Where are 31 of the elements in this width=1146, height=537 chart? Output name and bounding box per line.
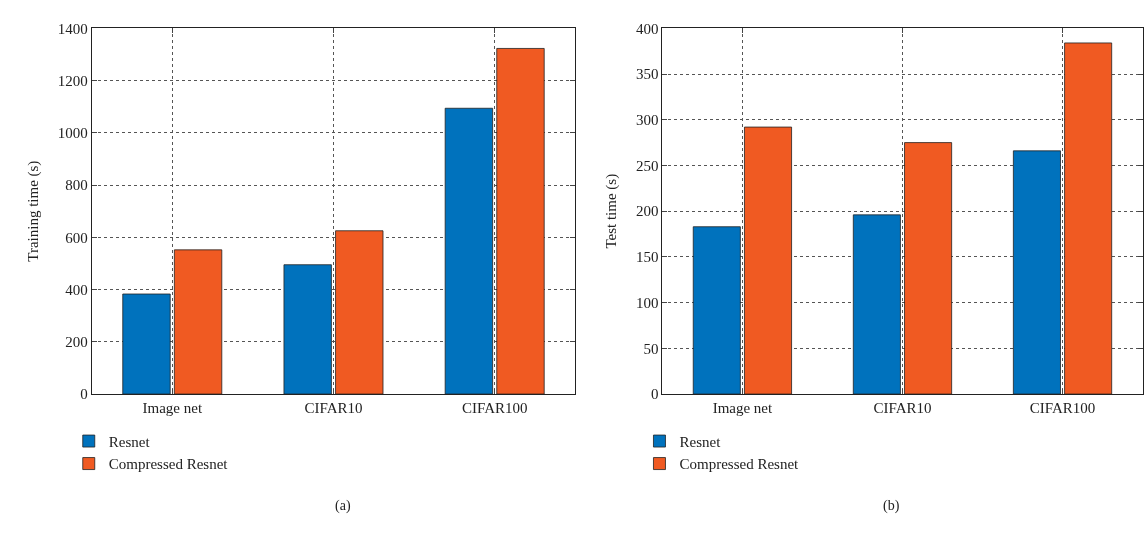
legend-label: Compressed Resnet [108,456,229,473]
x-tick-label: Image net [712,400,774,417]
y-tick-label: 50 [643,340,659,357]
y-tick-label: 600 [65,229,88,246]
legend-label: Resnet [108,433,151,450]
legend-label: Resnet [679,433,722,450]
x-tick-label: CIFAR100 [1029,400,1096,417]
y-tick-label: 400 [65,281,88,298]
x-tick-label: CIFAR100 [461,400,528,417]
y-tick-label: 1000 [57,125,88,142]
x-tick-label: CIFAR10 [873,400,932,417]
x-tick-label: CIFAR10 [304,400,363,417]
y-tick-label: 350 [635,66,659,83]
y-tick-label: 300 [635,112,659,129]
y-tick-label: 100 [635,294,659,311]
y-tick-label: 0 [80,386,88,403]
y-tick-label: 1400 [57,20,88,37]
y-tick-label: 250 [635,157,659,174]
y-tick-label: 800 [65,177,88,194]
y-tick-label: 200 [65,334,88,351]
y-tick-label: 0 [650,386,659,403]
legend-label: Compressed Resnet [679,456,800,473]
text: (a) [335,498,351,514]
y-tick-label: 400 [635,20,659,37]
y-axis-title: Training time (s) [24,160,42,262]
text: (b) [883,498,900,514]
y-tick-label: 150 [635,249,659,266]
y-tick-label: 200 [635,203,659,220]
x-tick-label: Image net [142,400,203,417]
y-axis-title: Test time (s) [603,173,621,249]
y-tick-label: 1200 [57,72,88,89]
